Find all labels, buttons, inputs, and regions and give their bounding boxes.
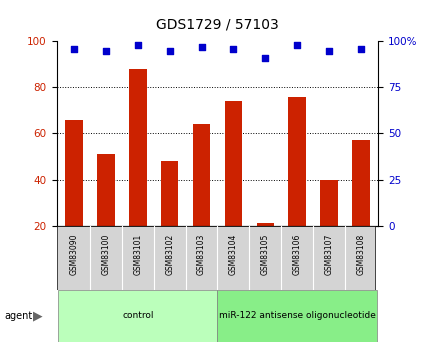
Text: GSM83108: GSM83108 — [355, 233, 365, 275]
Point — [134, 42, 141, 48]
Point — [102, 48, 109, 53]
Bar — [161, 161, 178, 226]
Bar — [256, 223, 273, 226]
Bar — [217, 290, 376, 342]
Text: GSM83107: GSM83107 — [324, 233, 333, 275]
Point — [325, 48, 332, 53]
Point — [230, 46, 237, 51]
Bar — [288, 97, 305, 226]
Text: GDS1729 / 57103: GDS1729 / 57103 — [156, 17, 278, 31]
Point — [70, 46, 77, 51]
Bar — [97, 154, 115, 226]
Text: control: control — [122, 311, 153, 320]
Text: GSM83100: GSM83100 — [101, 233, 110, 275]
Text: GSM83105: GSM83105 — [260, 233, 269, 275]
Text: GSM83090: GSM83090 — [69, 233, 79, 275]
Point — [293, 42, 300, 48]
Point — [197, 44, 204, 50]
Text: GSM83102: GSM83102 — [165, 233, 174, 275]
Bar — [352, 140, 369, 226]
Bar — [58, 290, 217, 342]
Text: GSM83104: GSM83104 — [228, 233, 237, 275]
Bar — [319, 179, 337, 226]
Point — [166, 48, 173, 53]
Text: ▶: ▶ — [33, 309, 42, 322]
Text: GSM83103: GSM83103 — [197, 233, 206, 275]
Point — [261, 55, 268, 61]
Text: miR-122 antisense oligonucleotide: miR-122 antisense oligonucleotide — [218, 311, 375, 320]
Text: GSM83101: GSM83101 — [133, 233, 142, 275]
Point — [357, 46, 364, 51]
Bar — [192, 124, 210, 226]
Text: agent: agent — [4, 311, 33, 321]
Text: GSM83106: GSM83106 — [292, 233, 301, 275]
Bar — [224, 101, 242, 226]
Bar — [65, 120, 82, 226]
Bar — [129, 69, 146, 226]
